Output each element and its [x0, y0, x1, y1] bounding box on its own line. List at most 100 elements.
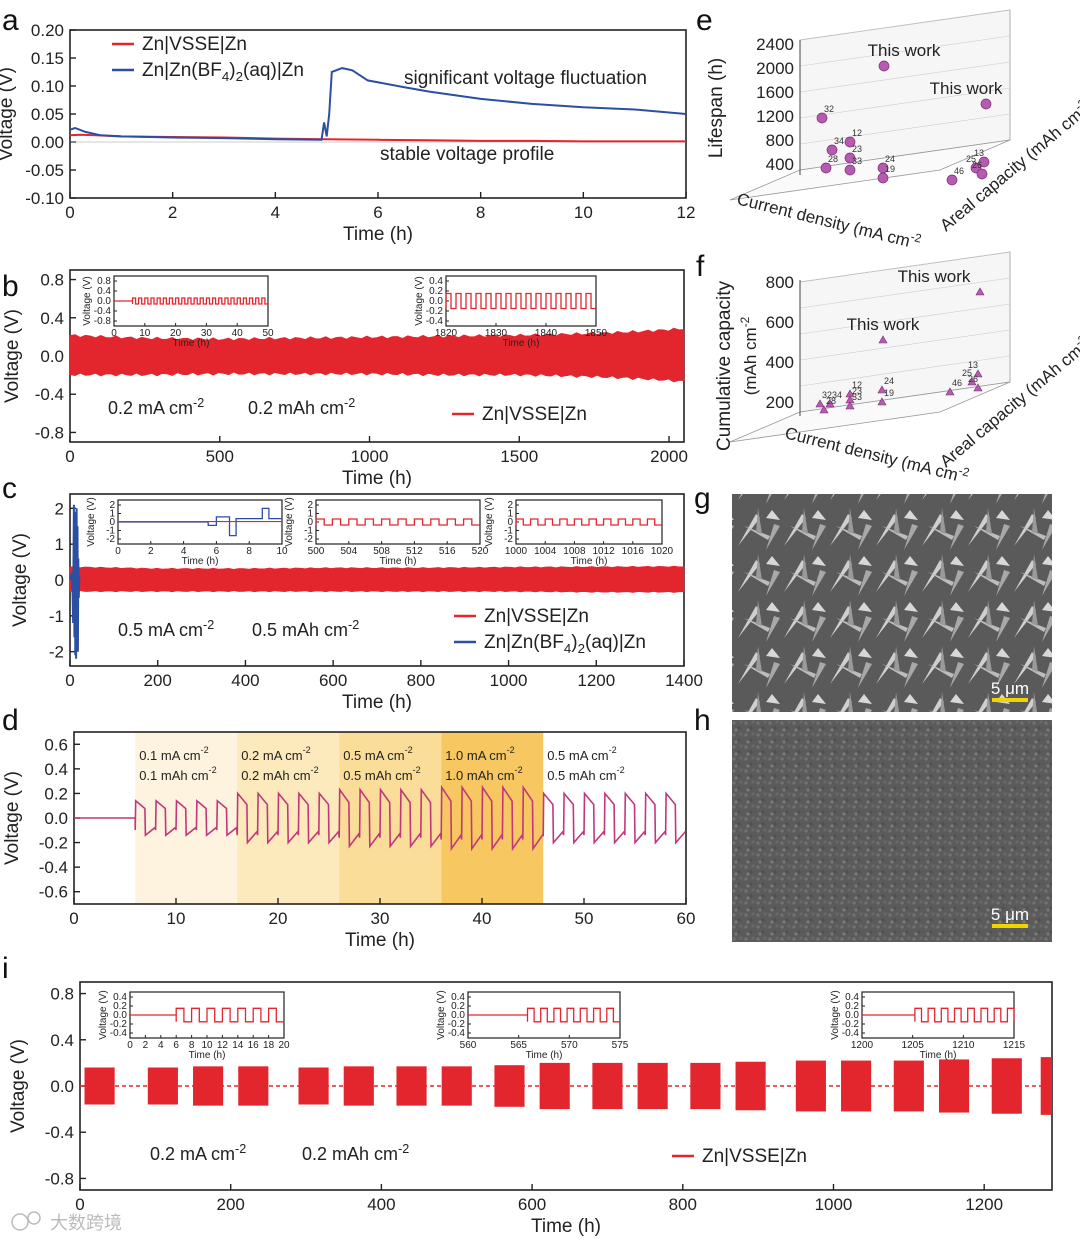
panel-i-inset1-xtick-label: 6 — [173, 1040, 179, 1051]
panel-b-xlabel: Time (h) — [342, 468, 412, 489]
panel-i-inset1-ytick-label: 0.0 — [113, 1010, 127, 1021]
panel-i-inset3-xtick-label: 1200 — [851, 1040, 874, 1051]
panel-d-letter: d — [2, 704, 19, 737]
panel-i-inset2-ytick-label: 0.4 — [451, 992, 465, 1003]
panel-c-ytick-label: -2 — [49, 643, 64, 662]
panel-b-inset1-xlabel: Time (h) — [173, 338, 210, 349]
panel-b-inset2-ytick-label: 0.4 — [429, 276, 443, 287]
panel-c-inset1-xlabel: Time (h) — [182, 556, 219, 567]
panel-b-inset1-xtick-label: 0 — [111, 328, 117, 339]
panel-a-ylabel: Voltage (V) — [0, 67, 17, 161]
panel-a-xlabel: Time (h) — [343, 224, 413, 245]
panel-i-inset2-xtick-label: 570 — [561, 1040, 578, 1051]
panel-e-point — [978, 156, 990, 168]
panel-i-letter: i — [2, 952, 9, 985]
panel-d-ytick-label: 0.6 — [44, 735, 68, 754]
panel-i-xtick-label: 1200 — [965, 1195, 1003, 1214]
panel-d-seg1-current: 0.1 mA cm-2 — [139, 745, 209, 763]
panel-c-inset1-ytick-label: 2 — [109, 500, 115, 511]
panel-a-annotation-stable: stable voltage profile — [380, 144, 554, 165]
panel-c-xtick-label: 1200 — [577, 671, 615, 690]
panel-i-ytick-label: 0.8 — [50, 985, 74, 1004]
panel-d-seg4-capacity: 1.0 mAh cm-2 — [445, 765, 522, 783]
panel-i-inset3-ytick-label: -0.4 — [842, 1028, 860, 1039]
panel-c-inset3-xtick-label: 1016 — [622, 546, 645, 557]
panel-b-inset2-xtick-label: 1840 — [535, 328, 558, 339]
panel-b-inset2-xtick-label: 1850 — [585, 328, 608, 339]
panel-i-block — [938, 1059, 970, 1113]
panel-d-axes: 0 10 20 30 40 50 60 -0.6 -0.4 -0.2 0.0 0.2 0.4 0.6 Tim… — [2, 731, 695, 951]
watermark-icon — [11, 1213, 29, 1231]
panel-g-sem-image — [732, 494, 1052, 712]
panel-f-ztick: 600 — [766, 313, 794, 332]
panel-c-inset2-xtick-label: 500 — [308, 546, 325, 557]
panel-f-point-label: 24 — [884, 376, 894, 386]
panel-e-point-label: 19 — [885, 164, 895, 174]
panel-c-inset2-wave — [315, 518, 480, 526]
panel-f-point — [825, 399, 835, 408]
panel-a-ytick-label: 0.00 — [31, 133, 64, 152]
panel-d-series — [74, 784, 687, 852]
panel-i-inset2-ylabel: Voltage (V) — [436, 990, 447, 1039]
panel-d-xtick-label: 40 — [473, 909, 492, 928]
panel-c-inset2-ytick-label: -2 — [304, 534, 313, 545]
panel-i-ylabel: Voltage (V) — [8, 1039, 29, 1133]
panel-b-inset2-wave — [445, 292, 596, 310]
panel-e-point — [946, 174, 958, 186]
panel-c-inset3-xtick-label: 1020 — [651, 546, 674, 557]
panel-c-inset2-ytick-label: 0 — [307, 517, 313, 528]
panel-i-ytick-label: -0.8 — [45, 1169, 74, 1188]
panel-i-inset1-xtick-label: 18 — [263, 1040, 275, 1051]
panel-e-point — [877, 172, 889, 184]
panel-d-ytick-label: 0.2 — [44, 784, 68, 803]
panel-c-inset3-wave — [515, 518, 662, 526]
panel-i-block — [991, 1058, 1022, 1114]
panel-c-inset1-xtick-label: 8 — [246, 546, 252, 557]
panel-i-xtick-label: 600 — [518, 1195, 546, 1214]
panel-e-point-label: 28 — [828, 154, 838, 164]
panel-f-ztick: 400 — [766, 353, 794, 372]
panel-i-inset2-ytick-label: -0.2 — [448, 1019, 466, 1030]
panel-c-cond2: 0.5 mAh cm-2 — [252, 618, 359, 640]
panel-b-inset1-xtick-label: 40 — [232, 328, 244, 339]
panel-a-ytick-label: 0.20 — [31, 21, 64, 40]
panel-i-inset1-ytick-label: -0.2 — [110, 1019, 128, 1030]
panel-e-point-label: This work — [930, 79, 1003, 98]
panel-c-inset3-ytick-label: 2 — [507, 500, 513, 511]
panel-e-plot-grid — [799, 35, 1011, 67]
panel-c-inset3-xtick-label: 1008 — [563, 546, 586, 557]
panel-f-point-label: 19 — [884, 388, 894, 398]
panel-a-xtick-label: 12 — [677, 203, 696, 222]
panel-c-inset1-ytick-label: -1 — [106, 526, 115, 537]
panel-i-inset2-xlabel: Time (h) — [526, 1050, 563, 1061]
panel-i-inset3-ytick-label: 0.2 — [845, 1001, 859, 1012]
panel-i-block — [735, 1061, 766, 1111]
panel-a-xtick-label: 2 — [168, 203, 177, 222]
panel-c-legend-blue: Zn|Zn(BF4)2(aq)|Zn — [454, 632, 646, 656]
panel-e-point — [816, 112, 828, 124]
panel-i-inset1-xtick-label: 16 — [248, 1040, 260, 1051]
panel-c-inset2-ytick-label: 1 — [307, 509, 313, 520]
panel-c-xtick-label: 600 — [319, 671, 347, 690]
panel-d-ytick-label: 0.0 — [44, 809, 68, 828]
panel-e-ztick: 1600 — [756, 83, 794, 102]
panel-c-band — [69, 565, 685, 593]
panel-b-inset1-wave — [131, 297, 268, 305]
panel-i-inset2-wave — [526, 1007, 620, 1023]
panel-i-axes: 0 200 400 600 800 1000 1200-0.8-0.40.00.40.8Ti… — [8, 981, 1053, 1237]
panel-e-point-label: 13 — [974, 148, 984, 158]
panel-b-ytick-label: 0.4 — [40, 309, 64, 328]
panel-c-inset2-ytick-label: -1 — [304, 526, 313, 537]
panel-e-point — [844, 136, 856, 148]
panel-c-inset1-xtick-label: 6 — [214, 546, 220, 557]
panel-i-xtick-label: 800 — [669, 1195, 697, 1214]
panel-c-inset3-xtick-label: 1004 — [534, 546, 557, 557]
panel-i-block — [396, 1066, 427, 1106]
panel-c-inset2-xtick-label: 508 — [373, 546, 390, 557]
panel-d-ylabel: Voltage (V) — [2, 771, 23, 865]
panel-e-point-label: 12 — [852, 128, 862, 138]
panel-e-plot: 2400 2000 1600 1200 800 400 Lifespan (h) Curren… — [706, 9, 1080, 251]
panel-b-inset2-xlabel: Time (h) — [503, 338, 540, 349]
panel-f-point-label: 23 — [852, 386, 862, 396]
